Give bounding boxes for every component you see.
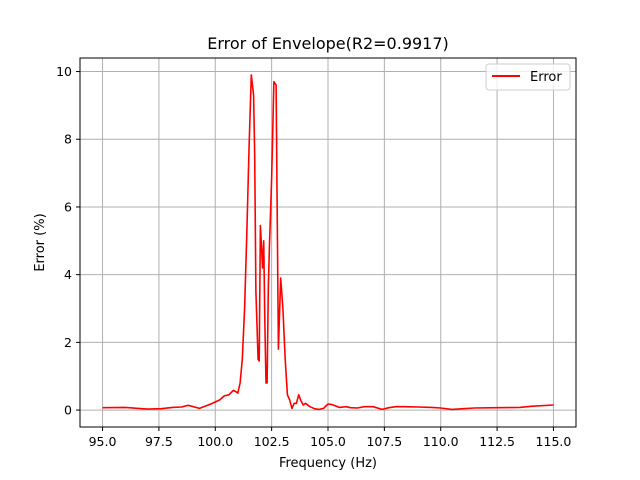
y-tick-label: 4 [64,267,72,282]
y-tick-label: 10 [56,64,72,79]
x-tick-label: 115.0 [536,434,572,449]
y-tick-label: 6 [64,199,72,214]
legend-label-error: Error [530,70,562,85]
grid [80,58,576,427]
y-tick-label: 8 [64,132,72,147]
x-tick-label: 105.0 [310,434,346,449]
x-tick-label: 110.0 [423,434,459,449]
series-line-error [102,74,554,411]
x-tick-label: 107.5 [366,434,402,449]
y-axis-ticks: 0 2 4 6 8 10 [56,64,80,418]
y-tick-label: 2 [64,335,72,350]
x-tick-label: 97.5 [145,434,173,449]
x-axis-ticks: 95.0 97.5 100.0 102.5 105.0 107.5 110.0 112.5 11… [89,427,572,449]
y-axis-label: Error (%) [33,213,48,271]
legend-box [485,63,571,91]
series-layer [102,74,554,411]
x-tick-label: 102.5 [254,434,290,449]
x-tick-label: 100.0 [197,434,233,449]
chart-title: Error of Envelope(R2=0.9917) [207,34,449,53]
x-tick-label: 95.0 [89,434,117,449]
y-tick-label: 0 [64,403,72,418]
x-tick-label: 112.5 [479,434,515,449]
legend: Error [485,63,571,91]
x-axis-label: Frequency (Hz) [279,456,377,471]
